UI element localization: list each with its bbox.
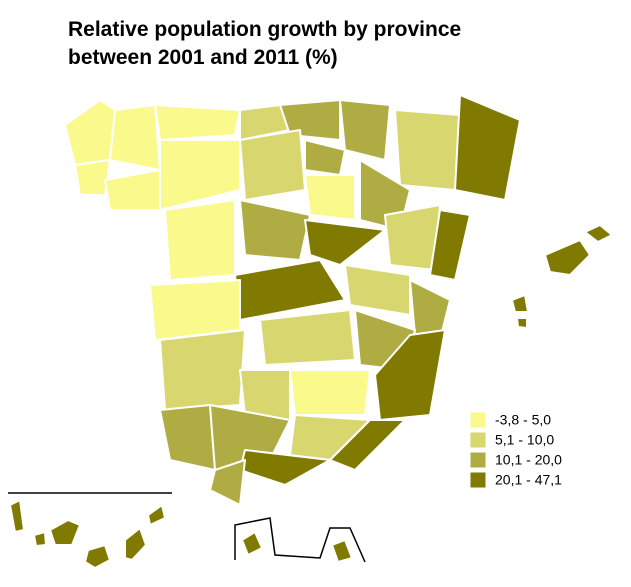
province <box>374 329 446 421</box>
province <box>147 504 166 526</box>
province <box>164 199 236 281</box>
legend-label: -3,8 - 5,0 <box>495 412 551 428</box>
province <box>109 104 161 171</box>
province <box>64 99 116 166</box>
province <box>9 499 25 533</box>
province <box>104 169 161 211</box>
province <box>329 419 406 471</box>
province <box>511 294 529 313</box>
province <box>239 199 311 261</box>
legend-label: 10,1 - 20,0 <box>495 452 562 468</box>
legend-swatch <box>469 451 487 469</box>
province <box>259 309 356 366</box>
provinces <box>9 94 613 569</box>
province <box>234 259 346 321</box>
province <box>209 459 246 506</box>
province <box>304 174 356 221</box>
province <box>289 369 371 416</box>
province <box>304 139 346 176</box>
province <box>49 519 81 546</box>
province <box>159 404 216 471</box>
province <box>159 139 241 211</box>
province <box>584 224 613 243</box>
legend: -3,8 - 5,0 5,1 - 10,0 10,1 - 20,0 20,1 - 47… <box>469 411 562 489</box>
legend-swatch <box>469 411 487 429</box>
province <box>331 539 353 563</box>
province <box>344 264 411 316</box>
province <box>544 239 591 276</box>
legend-swatch <box>469 431 487 449</box>
province <box>33 531 47 547</box>
inset-border <box>234 517 366 563</box>
province <box>74 159 111 196</box>
title-line: between 2001 and 2011 (%) <box>68 46 338 69</box>
province <box>241 531 263 556</box>
province <box>84 544 111 569</box>
province <box>239 129 306 201</box>
province <box>304 219 386 266</box>
legend-label: 5,1 - 10,0 <box>495 432 554 448</box>
province <box>124 527 147 561</box>
province <box>149 279 241 341</box>
province <box>159 329 246 411</box>
legend-label: 20,1 - 47,1 <box>495 472 562 488</box>
province <box>339 99 391 161</box>
province <box>429 209 471 281</box>
title-line: Relative population growth by province <box>68 18 461 41</box>
province <box>454 94 521 201</box>
province <box>154 104 241 141</box>
legend-swatch <box>469 471 487 489</box>
province <box>516 317 528 329</box>
province <box>394 109 461 191</box>
